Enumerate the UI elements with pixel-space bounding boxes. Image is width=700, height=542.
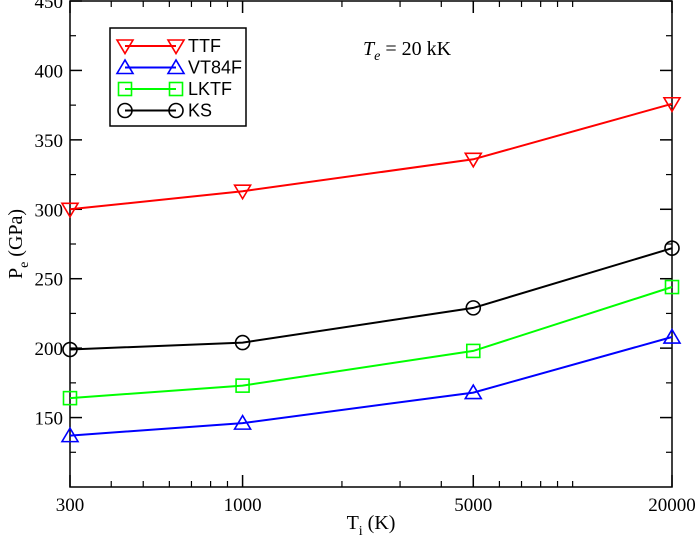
data-point-vt84f [60,426,80,443]
legend-marker [117,81,133,97]
data-point-ttf [463,152,483,169]
data-point-ks [664,240,680,256]
data-point-vt84f [662,327,682,344]
legend-label-vt84f: VT84F [188,58,242,78]
legend-marker [115,58,135,75]
y-axis-label: Pe (GPa) [5,209,32,279]
tick-labels: 300 1000 5000 20000 150 200 250 300 350 400 450 [35,0,696,516]
legend-label-ks: KS [188,101,212,121]
legend-marker [117,102,133,119]
x-tick-label: 20000 [648,495,696,516]
x-axis-label: Ti (K) [347,512,396,539]
data-point-ttf [60,202,80,219]
legend-label-lktf: LKTF [188,79,232,99]
x-tick-label: 1000 [224,495,262,516]
data-point-ttf [233,184,252,201]
series-line-ks [69,247,673,351]
y-tick-label: 250 [35,270,64,291]
y-tick-label: 300 [35,200,64,221]
legend-marker [166,39,186,56]
data-point-vt84f [233,414,252,430]
legend-marker [166,58,186,75]
data-point-vt84f [463,383,483,400]
data-point-lktf [62,390,78,406]
series-line-ttf [69,102,673,211]
data-point-ttf [662,96,682,113]
legend-marker [168,81,184,97]
data-point-ks [234,334,251,351]
legend-marker [168,102,184,119]
x-tick-label: 300 [56,495,85,516]
data-point-lktf [465,343,481,359]
series-lines [69,102,673,437]
x-tick-label: 5000 [454,495,492,516]
axis-ticks [69,0,673,487]
y-tick-label: 350 [35,131,64,152]
y-tick-label: 200 [35,339,64,360]
y-tick-label: 150 [35,409,64,430]
series-markers [60,96,682,443]
y-tick-label: 450 [35,0,64,13]
legend-label-ttf: TTF [188,36,221,56]
legend-marker [115,39,135,56]
data-point-ks [465,300,482,316]
series-line-lktf [69,286,673,400]
annotation: Te = 20 kK [363,38,452,64]
y-tick-label: 400 [35,61,64,82]
data-point-ks [62,341,78,358]
data-point-lktf [664,279,680,295]
series-line-vt84f [69,336,673,437]
data-point-lktf [235,378,250,393]
